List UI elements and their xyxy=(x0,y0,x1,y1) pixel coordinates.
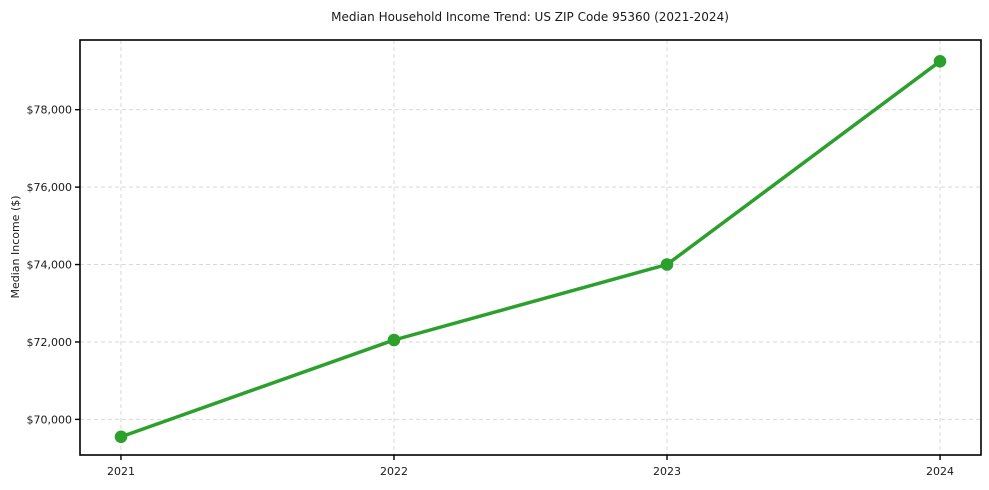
series-layer xyxy=(114,55,947,444)
data-point-marker xyxy=(933,55,947,68)
y-tick-label: $76,000 xyxy=(27,181,73,194)
x-tick-label: 2023 xyxy=(653,465,681,478)
data-point-marker xyxy=(387,333,401,347)
grid-layer xyxy=(80,40,981,455)
data-point-marker xyxy=(114,430,128,444)
chart-title: Median Household Income Trend: US ZIP Co… xyxy=(331,10,729,24)
y-tick-label: $72,000 xyxy=(27,336,73,349)
y-axis-label: Median Income ($) xyxy=(9,195,22,298)
x-tick-label: 2021 xyxy=(107,465,135,478)
axes-layer: 2021 2022 2023 2024 $70,000 $72,000 $74,000 $76… xyxy=(27,39,982,478)
x-tick-label: 2024 xyxy=(926,465,954,478)
y-tick-label: $74,000 xyxy=(27,259,73,272)
data-point-marker xyxy=(660,258,674,271)
y-tick-label: $78,000 xyxy=(27,104,73,117)
plot-border xyxy=(79,39,982,456)
x-tick-label: 2022 xyxy=(380,465,408,478)
trend-line xyxy=(119,59,942,439)
y-tick-label: $70,000 xyxy=(27,413,73,426)
